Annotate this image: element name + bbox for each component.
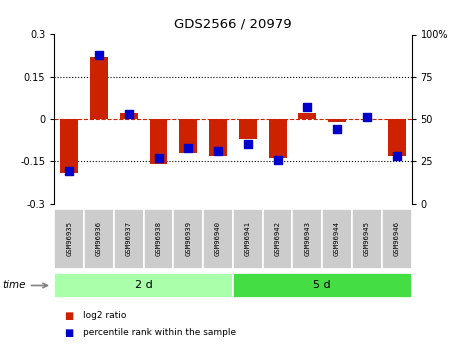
Text: GSM96946: GSM96946 — [394, 221, 400, 256]
Bar — [84, 209, 114, 269]
Bar — [149, 119, 167, 164]
Bar — [54, 209, 84, 269]
Point — [184, 145, 192, 150]
Bar — [203, 209, 233, 269]
Point — [304, 105, 311, 110]
Bar — [54, 273, 233, 298]
Bar — [114, 209, 144, 269]
Bar — [388, 119, 405, 156]
Text: GSM96945: GSM96945 — [364, 221, 370, 256]
Bar — [144, 209, 174, 269]
Text: GSM96939: GSM96939 — [185, 221, 191, 256]
Bar — [382, 209, 412, 269]
Point — [155, 155, 162, 161]
Text: 5 d: 5 d — [314, 280, 331, 290]
Bar — [239, 119, 257, 139]
Bar — [179, 119, 197, 153]
Bar — [209, 119, 227, 156]
Bar — [174, 209, 203, 269]
Text: percentile rank within the sample: percentile rank within the sample — [83, 328, 236, 337]
Point — [214, 148, 222, 154]
Text: GSM96942: GSM96942 — [275, 221, 280, 256]
Bar — [269, 119, 287, 158]
Bar — [322, 209, 352, 269]
Text: GSM96940: GSM96940 — [215, 221, 221, 256]
Point — [65, 169, 73, 174]
Bar — [233, 209, 263, 269]
Text: GSM96943: GSM96943 — [304, 221, 310, 256]
Text: GDS2566 / 20979: GDS2566 / 20979 — [174, 17, 292, 30]
Bar — [292, 209, 322, 269]
Text: GSM96938: GSM96938 — [156, 221, 162, 256]
Bar — [120, 114, 138, 119]
Point — [393, 154, 401, 159]
Bar — [61, 119, 78, 172]
Bar — [298, 114, 316, 119]
Point — [125, 111, 132, 117]
Bar — [90, 57, 108, 119]
Point — [333, 126, 341, 132]
Point — [274, 157, 281, 162]
Bar — [263, 209, 292, 269]
Point — [363, 115, 371, 120]
Bar — [328, 119, 346, 122]
Point — [244, 141, 252, 147]
Text: log2 ratio: log2 ratio — [83, 311, 126, 320]
Point — [95, 52, 103, 58]
Text: 2 d: 2 d — [135, 280, 153, 290]
Text: GSM96941: GSM96941 — [245, 221, 251, 256]
Text: time: time — [2, 280, 26, 290]
Bar — [233, 273, 412, 298]
Text: GSM96935: GSM96935 — [66, 221, 72, 256]
Text: GSM96936: GSM96936 — [96, 221, 102, 256]
Text: GSM96937: GSM96937 — [126, 221, 132, 256]
Text: ■: ■ — [64, 311, 73, 321]
Text: ■: ■ — [64, 328, 73, 338]
Bar — [352, 209, 382, 269]
Text: GSM96944: GSM96944 — [334, 221, 340, 256]
